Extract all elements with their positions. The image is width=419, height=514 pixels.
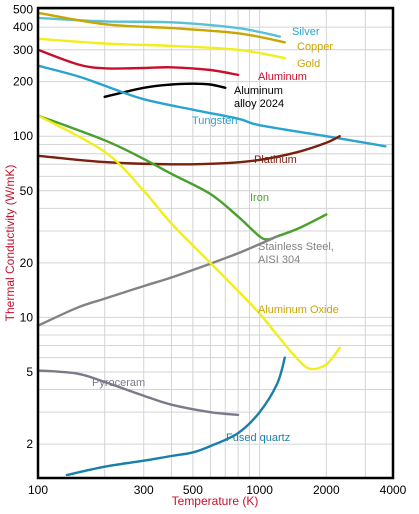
x-tick-label: 2000	[313, 483, 340, 497]
series-label-stainless-steel-aisi-304: Stainless Steel, AISI 304	[258, 241, 334, 266]
series-line-iron	[36, 114, 328, 241]
series-label-aluminum-oxide: Aluminum Oxide	[258, 304, 339, 316]
series-layer	[36, 11, 387, 477]
series-label-aluminum: Aluminum	[258, 71, 307, 83]
series-label-tungsten: Tungsten	[192, 115, 237, 127]
series-line-aluminum-alloy-2024	[103, 82, 227, 98]
y-tick-label: 50	[20, 184, 34, 198]
series-label-aluminum-alloy-2024: Aluminum alloy 2024	[234, 85, 284, 110]
y-tick-label: 200	[13, 75, 33, 89]
series-label-pyroceram: Pyroceram	[92, 377, 145, 389]
series-label-copper: Copper	[297, 41, 333, 53]
x-tick-label: 4000	[380, 483, 407, 497]
series-label-iron: Iron	[250, 192, 269, 204]
y-tick-label: 2	[26, 437, 33, 451]
y-tick-label: 300	[13, 43, 33, 57]
tick-layer: 100 300 500 1000 2000 4000 2 5 10 20 50 100 200 300 40…	[13, 3, 407, 497]
plot-frame	[36, 6, 395, 480]
series-line-aluminum-oxide	[36, 114, 341, 371]
series-line-copper	[36, 11, 286, 44]
series-label-platinum: Platinum	[254, 154, 297, 166]
y-tick-label: 100	[13, 129, 33, 143]
y-tick-label: 500	[13, 3, 33, 17]
grid-layer	[37, 8, 394, 478]
series-line-platinum	[36, 135, 341, 166]
y-tick-label: 20	[20, 256, 34, 270]
y-tick-label: 10	[20, 310, 34, 324]
x-tick-label: 1000	[246, 483, 273, 497]
series-label-gold: Gold	[297, 58, 320, 70]
x-tick-label: 100	[28, 483, 48, 497]
y-axis-title: Thermal Conductivity (W/mK)	[3, 165, 17, 322]
series-line-fused-quartz	[65, 356, 286, 477]
series-line-stainless-steel-aisi-304	[36, 235, 279, 327]
series-label-silver: Silver	[292, 26, 320, 38]
series-label-fused-quartz: Fused quartz	[226, 432, 290, 444]
y-tick-label: 5	[26, 365, 33, 379]
x-tick-label: 300	[134, 483, 154, 497]
x-tick-label: 500	[183, 483, 203, 497]
series-line-aluminum	[36, 48, 240, 77]
series-line-gold	[36, 37, 286, 60]
series-line-tungsten	[36, 64, 387, 148]
y-tick-label: 400	[13, 20, 33, 34]
series-line-pyroceram	[36, 369, 240, 417]
x-axis-title: Temperature (K)	[172, 494, 259, 508]
